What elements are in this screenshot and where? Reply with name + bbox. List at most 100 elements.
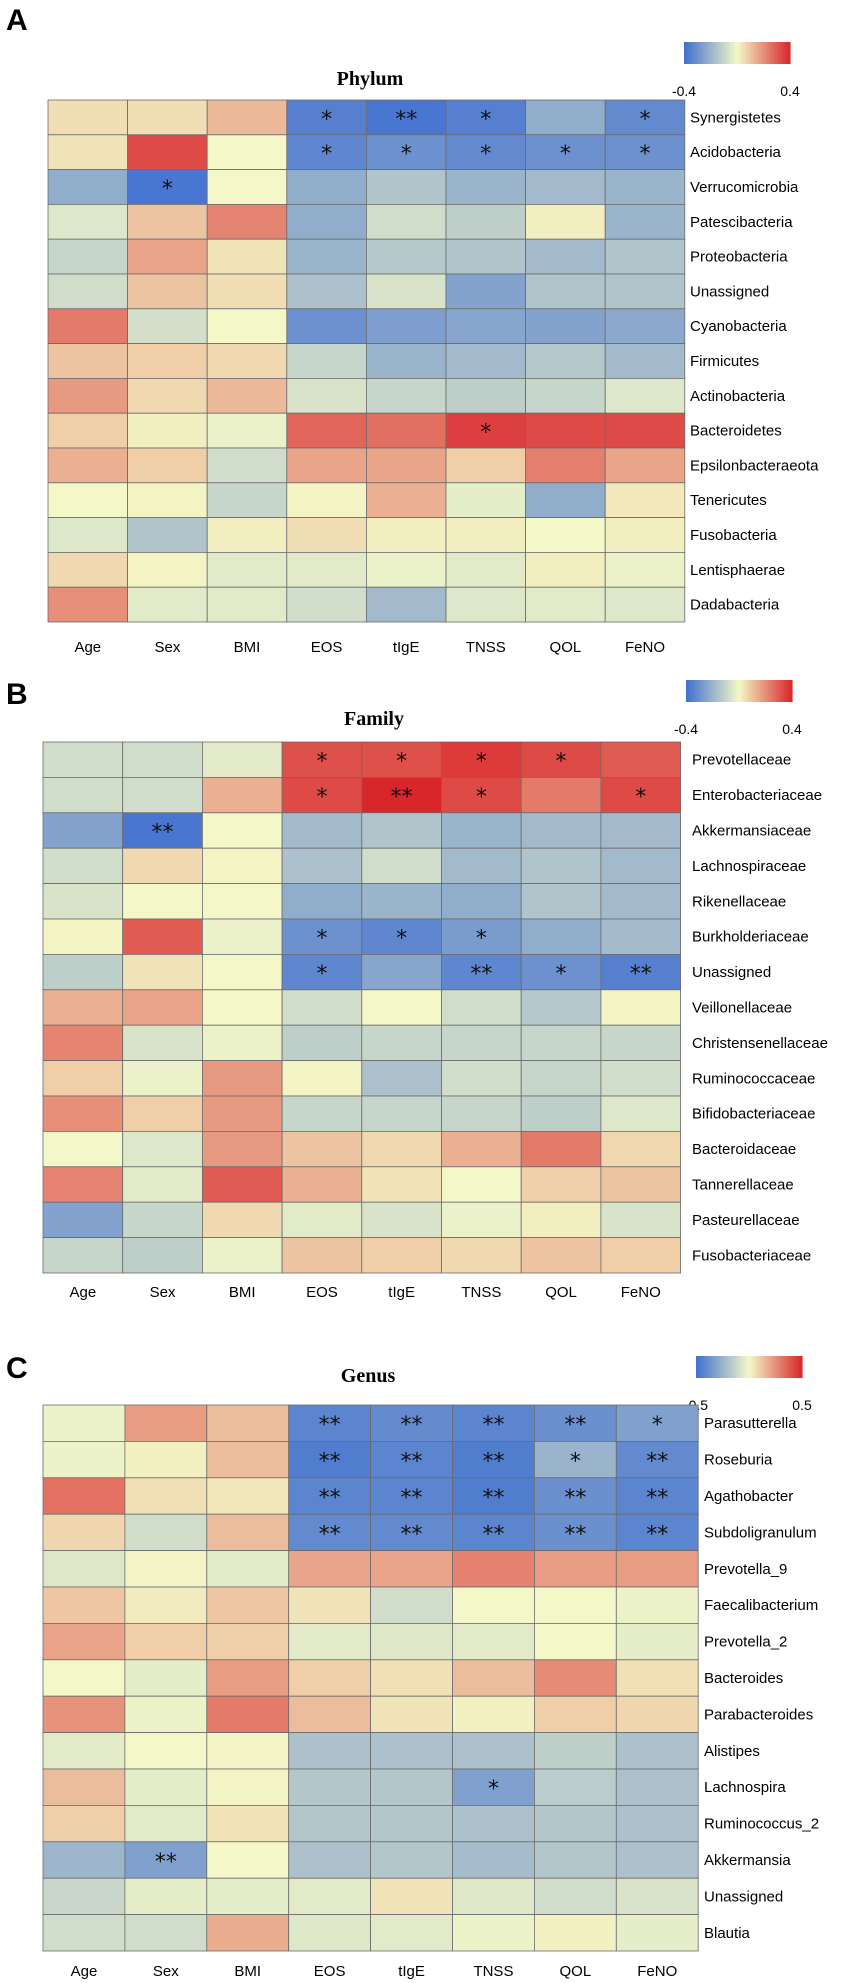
legend-gradient-step xyxy=(782,42,786,64)
heatmap-cell xyxy=(370,1805,453,1843)
legend-gradient-step xyxy=(726,42,730,64)
heatmap-cell xyxy=(525,447,606,484)
heatmap-cell xyxy=(42,1805,126,1843)
heatmap-cell xyxy=(286,273,367,310)
legend-gradient-step xyxy=(768,680,772,702)
heatmap-cell xyxy=(281,1237,363,1274)
heatmap-cell xyxy=(441,812,522,849)
heatmap-cell xyxy=(124,1841,208,1879)
significance-marker: ** xyxy=(630,962,652,987)
heatmap-cell xyxy=(361,1024,442,1061)
heatmap-cell xyxy=(42,1841,126,1879)
heatmap-cell xyxy=(441,883,522,920)
legend-gradient-step xyxy=(728,680,732,702)
heatmap-cell xyxy=(286,377,367,414)
legend-gradient-step xyxy=(773,680,777,702)
heatmap-cell xyxy=(520,777,602,814)
significance-marker: * xyxy=(396,927,407,952)
heatmap-cell xyxy=(365,343,447,379)
heatmap-cell xyxy=(42,1732,126,1770)
heatmap-cell xyxy=(361,741,442,778)
heatmap-cell xyxy=(534,1877,617,1915)
heatmap-cell xyxy=(206,1404,290,1442)
heatmap-cell xyxy=(206,1441,290,1479)
heatmap-cell xyxy=(534,1623,617,1661)
heatmap-cell xyxy=(42,989,124,1026)
heatmap-cell xyxy=(441,741,522,778)
legend-gradient-step xyxy=(711,1356,716,1378)
heatmap-cell xyxy=(281,741,363,778)
heatmap-cell xyxy=(281,883,363,920)
heatmap-cell xyxy=(124,1513,208,1551)
legend-gradient-step xyxy=(691,42,696,64)
significance-marker: * xyxy=(480,142,491,167)
heatmap-cell xyxy=(370,1550,453,1588)
heatmap-cell xyxy=(361,812,442,849)
heatmap-cell xyxy=(124,1805,208,1843)
heatmap-cell xyxy=(122,918,203,955)
heatmap-cell xyxy=(122,883,203,920)
legend-gradient-step xyxy=(742,42,746,64)
heatmap-cell xyxy=(441,1201,522,1238)
heatmap-panel-c: CGenus-0.50.5*********Parasutterella****… xyxy=(6,1352,819,1980)
row-label: Proteobacteria xyxy=(690,249,788,266)
heatmap-cell xyxy=(615,1586,699,1624)
legend-gradient-step xyxy=(766,42,770,64)
heatmap-cell xyxy=(520,1095,602,1132)
row-label: Rikenellaceae xyxy=(692,893,786,910)
heatmap-cell xyxy=(281,812,363,849)
heatmap-cell xyxy=(206,1659,290,1697)
heatmap-cell xyxy=(47,169,128,205)
legend-gradient-step xyxy=(709,680,714,702)
heatmap-cell xyxy=(534,1586,617,1624)
heatmap-cell xyxy=(615,1768,699,1806)
legend-gradient-step xyxy=(764,1356,769,1378)
heatmap-cell xyxy=(127,99,208,136)
heatmap-cell xyxy=(604,447,686,484)
heatmap-cell xyxy=(361,777,442,814)
heatmap-cell xyxy=(441,1024,522,1061)
legend-gradient-step xyxy=(754,1356,758,1378)
heatmap-cell xyxy=(127,273,208,310)
legend-gradient-step xyxy=(765,680,769,702)
color-legend: -0.4 0.4 xyxy=(672,42,800,99)
row-label: Faecalibacterium xyxy=(704,1597,818,1614)
heatmap-cell xyxy=(122,1237,203,1274)
heatmap-cell xyxy=(47,552,128,588)
color-legend: -0.4 0.4 xyxy=(674,680,802,737)
heatmap-cell xyxy=(370,1623,453,1661)
legend-gradient-step xyxy=(691,680,695,702)
heatmap-cell xyxy=(127,447,208,484)
heatmap-cell xyxy=(206,1513,290,1551)
heatmap-cell xyxy=(122,1095,203,1132)
legend-gradient-step xyxy=(788,1356,792,1378)
legend-gradient-step xyxy=(787,42,791,64)
legend-gradient-step xyxy=(783,1356,787,1378)
row-label: Bacteroides xyxy=(704,1670,783,1687)
heatmap-cell xyxy=(600,883,682,920)
legend-gradient-step xyxy=(746,1356,750,1378)
legend-gradient-step xyxy=(749,680,753,702)
heatmap-cell xyxy=(206,517,288,553)
heatmap-cell xyxy=(361,847,442,885)
heatmap-cell xyxy=(615,1914,699,1952)
column-label: Sex xyxy=(153,1963,179,1980)
significance-marker: * xyxy=(476,927,487,952)
panel-title: Family xyxy=(344,708,404,730)
legend-gradient-step xyxy=(686,42,690,64)
row-label: Veillonellaceae xyxy=(692,1000,792,1017)
legend-gradient-step xyxy=(719,1356,724,1378)
legend-gradient-step xyxy=(707,42,712,64)
column-label: TNSS xyxy=(466,639,506,656)
heatmap-cell xyxy=(124,1623,208,1661)
legend-gradient-step xyxy=(725,1356,729,1378)
heatmap-cell xyxy=(441,918,522,955)
row-label: Parabacteroides xyxy=(704,1706,813,1723)
heatmap-cell xyxy=(124,1914,208,1952)
significance-marker: * xyxy=(396,750,407,775)
legend-gradient-step xyxy=(715,42,720,64)
heatmap-cell xyxy=(127,586,208,623)
significance-marker: ** xyxy=(482,1486,504,1511)
panel-title: Phylum xyxy=(337,68,404,90)
heatmap-cell xyxy=(370,1513,453,1551)
